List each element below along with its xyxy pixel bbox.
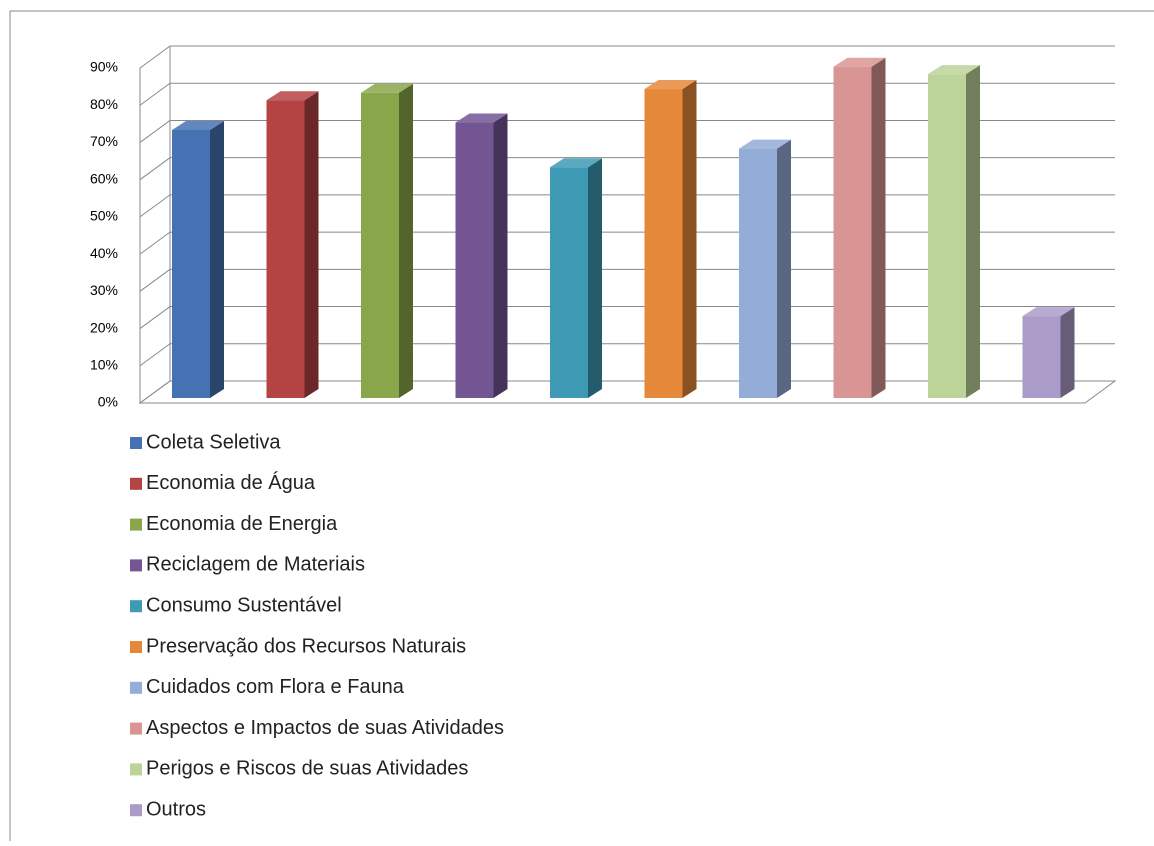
legend-label: Perigos e Riscos de suas Atividades xyxy=(146,758,468,780)
legend-label: Consumo Sustentável xyxy=(146,594,342,616)
bar-top xyxy=(1022,307,1075,317)
bar-side xyxy=(1060,307,1075,398)
bar-top xyxy=(266,91,319,101)
bar-side xyxy=(871,57,886,398)
bar-top xyxy=(928,65,980,75)
bar xyxy=(172,130,210,398)
bar-side xyxy=(304,91,319,398)
grid-line-side xyxy=(139,380,171,404)
legend-label: Economia de Água xyxy=(146,471,316,494)
legend-swatch xyxy=(130,559,142,572)
bar-top xyxy=(550,158,602,168)
bar xyxy=(361,92,399,399)
bar xyxy=(1022,316,1061,398)
legend-swatch xyxy=(130,437,142,449)
bar-top xyxy=(172,121,224,130)
legend-label: Aspectos e Impactos de suas Atividades xyxy=(146,717,504,739)
grid-line-side xyxy=(139,268,171,292)
y-tick-label: 50% xyxy=(90,208,118,224)
legend-label: Cuidados com Flora e Fauna xyxy=(146,676,405,698)
grid-line-side xyxy=(139,45,171,69)
grid-line-side xyxy=(139,82,171,106)
legend-swatch xyxy=(130,681,142,694)
y-tick-label: 60% xyxy=(90,170,118,186)
bar-top xyxy=(644,80,697,90)
legend-label: Reciclagem de Materiais xyxy=(146,554,365,576)
legend-label: Economia de Energia xyxy=(146,513,338,535)
bar xyxy=(550,167,588,398)
y-tick-label: 90% xyxy=(90,59,118,75)
bar xyxy=(644,89,683,399)
legend-swatch xyxy=(130,763,142,776)
legend-swatch xyxy=(130,722,142,735)
legend-swatch xyxy=(130,518,142,531)
legend-swatch xyxy=(130,641,142,653)
bar xyxy=(833,66,872,398)
legend-swatch xyxy=(130,477,142,490)
bar xyxy=(455,122,494,399)
bar-top xyxy=(739,139,791,149)
bar-side xyxy=(966,65,980,399)
grid-line-side xyxy=(139,194,171,218)
y-tick-label: 0% xyxy=(98,394,118,410)
legend-label: Outros xyxy=(146,798,206,820)
y-tick-label: 20% xyxy=(90,319,118,335)
legend-swatch xyxy=(130,804,142,817)
y-tick-label: 40% xyxy=(90,245,118,261)
y-tick-label: 30% xyxy=(90,282,118,298)
grid-line-side xyxy=(139,343,171,367)
bar-side xyxy=(777,139,791,398)
grid-line-side xyxy=(139,306,171,329)
bar-side xyxy=(588,158,602,398)
bar xyxy=(928,74,966,399)
bar-top xyxy=(361,83,413,93)
bar-side xyxy=(493,113,508,399)
bar-top xyxy=(455,113,508,123)
legend-label: Coleta Seletiva xyxy=(146,431,281,453)
bar-side xyxy=(399,83,413,399)
grid-line-side xyxy=(139,231,171,255)
bar-side xyxy=(210,121,224,398)
bar-side xyxy=(682,80,697,399)
grid-line-side xyxy=(139,120,171,143)
y-tick-label: 70% xyxy=(90,133,118,149)
bar xyxy=(739,148,777,398)
y-tick-label: 80% xyxy=(90,96,118,112)
y-tick-label: 10% xyxy=(90,356,118,372)
legend-label: Preservação dos Recursos Naturais xyxy=(146,635,466,657)
legend-swatch xyxy=(130,600,142,613)
bar xyxy=(266,100,305,398)
grid-line-side xyxy=(139,157,171,181)
bar-top xyxy=(833,57,886,67)
